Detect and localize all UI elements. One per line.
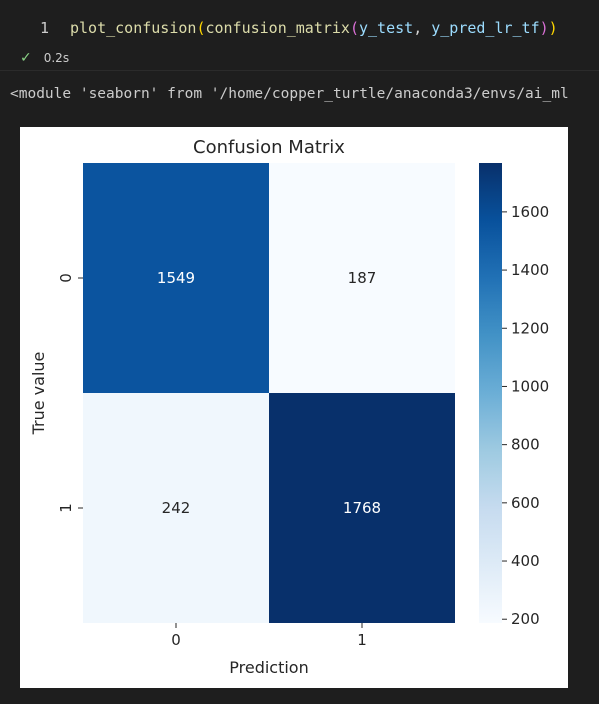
code-token-paren: ): [549, 19, 558, 37]
code-token-function: plot_confusion: [70, 19, 196, 37]
execution-status: ✓ 0.2s: [20, 50, 69, 66]
check-icon: ✓: [20, 50, 32, 66]
colorbar: [479, 163, 502, 623]
cell-value-label: 187: [348, 269, 377, 287]
code-token-variable: y_pred_lr_tf: [431, 19, 539, 37]
cell-value-label: 1768: [343, 499, 381, 517]
colorbar-tick-label: 400: [511, 552, 540, 570]
colorbar-tick-label: 1000: [511, 377, 549, 395]
x-tick-label: 1: [357, 631, 367, 649]
x-tick-label: 0: [171, 631, 181, 649]
code-token-paren: (: [350, 19, 359, 37]
code-token-comma: ,: [413, 19, 431, 37]
y-tick-label: 0: [57, 273, 75, 283]
cell-divider: [0, 70, 599, 71]
code-token-variable: y_test: [359, 19, 413, 37]
confusion-matrix-plot: 1549 187 242 1768 0 1 0 1 Confusion Matrix Predic…: [20, 127, 568, 688]
code-line[interactable]: plot_confusion(confusion_matrix(y_test, …: [70, 19, 558, 37]
chart-svg: 1549 187 242 1768 0 1 0 1 Confusion Matrix Predic…: [20, 127, 568, 688]
cell-value-label: 242: [162, 499, 191, 517]
y-axis-label: True value: [29, 352, 48, 436]
colorbar-tick-label: 800: [511, 436, 540, 454]
colorbar-tick-label: 600: [511, 494, 540, 512]
code-token-function: confusion_matrix: [205, 19, 350, 37]
line-number: 1: [40, 19, 49, 37]
cell-value-label: 1549: [157, 269, 195, 287]
x-axis-label: Prediction: [229, 658, 308, 677]
colorbar-tick-label: 200: [511, 610, 540, 628]
colorbar-tick-label: 1200: [511, 319, 549, 337]
execution-time: 0.2s: [44, 51, 69, 65]
y-tick-label: 1: [57, 503, 75, 513]
colorbar-tick-label: 1400: [511, 261, 549, 279]
code-token-paren: ): [540, 19, 549, 37]
chart-title: Confusion Matrix: [193, 137, 345, 158]
colorbar-tick-label: 1600: [511, 203, 549, 221]
code-cell[interactable]: 1 plot_confusion(confusion_matrix(y_test…: [0, 0, 599, 70]
output-text: <module 'seaborn' from '/home/copper_tur…: [10, 86, 569, 102]
